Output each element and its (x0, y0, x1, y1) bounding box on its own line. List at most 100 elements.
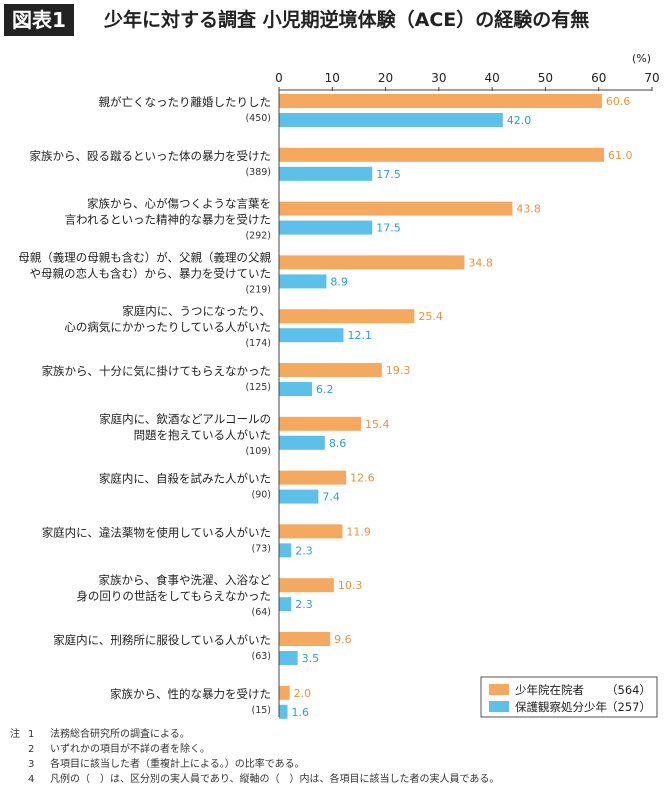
bar-value-label: 9.6 (334, 633, 352, 646)
bar-value-label: 12.1 (347, 329, 372, 342)
legend-swatch (489, 701, 509, 712)
bar (279, 704, 288, 719)
category-count: (63) (251, 651, 271, 662)
category-count: (109) (245, 446, 271, 457)
note-number: 1 (28, 729, 35, 740)
x-tick-label: 10 (325, 71, 340, 85)
bar-value-label: 61.0 (608, 149, 633, 162)
category-label: 家族から、十分に気に掛けてもらえなかった (42, 364, 271, 378)
bar-value-label: 17.5 (376, 222, 401, 235)
bar (279, 328, 344, 343)
legend-swatch (489, 684, 509, 695)
note-text: 各項目に該当した者（重複計上による。）の比率である。 (50, 759, 305, 770)
category-label: 家庭内に、刑務所に服役している人がいた (53, 633, 271, 647)
note-head: 注 (10, 729, 20, 740)
category-label: 家庭内に、飲酒などアルコールの (99, 412, 271, 426)
category-label: 家庭内に、違法薬物を使用している人がいた (42, 525, 271, 539)
header: 図表1 少年に対する調査 小児期逆境体験（ACE）の経験の有無 (0, 0, 670, 40)
bar-value-label: 8.6 (329, 437, 347, 450)
note-text: 凡例の（ ）は、区分別の実人員であり、縦軸の（ ）内は、各項目に該当した者の実人… (50, 774, 500, 785)
category-count: (125) (245, 382, 271, 393)
note-text: 法務総合研究所の調査による。 (50, 729, 190, 740)
category-count: (292) (245, 231, 271, 242)
note-row: 2 いずれかの項目が不詳の者を除く。 (10, 742, 499, 757)
category-label: 身の回りの世話をしてもらえなかった (76, 589, 271, 603)
bar (279, 363, 382, 377)
bar-value-label: 25.4 (418, 310, 443, 323)
category-label: 家族から、性的な暴力を受けた (110, 687, 271, 701)
note-row: 4 凡例の（ ）は、区分別の実人員であり、縦軸の（ ）内は、各項目に該当した者の… (10, 772, 499, 787)
bar (279, 94, 602, 108)
x-tick-label: 0 (275, 71, 283, 85)
bar-value-label: 42.0 (507, 114, 532, 127)
category-label: 家族から、殴る蹴るといった体の暴力を受けた (30, 149, 272, 163)
legend-label: 保護観察処分少年 (515, 700, 607, 714)
bar (279, 255, 465, 270)
axis-unit-label: (%) (632, 52, 652, 65)
category-label: 家庭内に、うつになったり、 (122, 304, 271, 318)
bar (279, 651, 298, 665)
category-count: (389) (245, 167, 271, 178)
category-count: (450) (245, 113, 271, 124)
category-count: (90) (251, 490, 271, 501)
bar (279, 632, 331, 646)
figure-label: 図表1 (4, 4, 74, 36)
bar-value-label: 15.4 (365, 418, 390, 431)
bar-value-label: 2.0 (294, 687, 312, 700)
note-row: 3 各項目に該当した者（重複計上による。）の比率である。 (10, 757, 499, 772)
x-tick-label: 30 (431, 71, 446, 85)
bar-value-label: 11.9 (346, 525, 371, 538)
bar (279, 201, 513, 216)
bar (279, 524, 343, 539)
category-count: (64) (251, 607, 271, 618)
bar (279, 166, 373, 181)
x-tick-label: 20 (378, 71, 393, 85)
category-label: 言われるといった精神的な暴力を受けた (65, 213, 271, 227)
bar-value-label: 10.3 (338, 579, 363, 592)
category-count: (15) (251, 705, 271, 716)
bar-value-label: 7.4 (322, 491, 340, 504)
category-label: 親が亡くなったり離婚したりした (99, 95, 272, 109)
x-tick-label: 70 (644, 71, 659, 85)
legend-count: （257） (606, 700, 651, 714)
bar-value-label: 60.6 (606, 95, 631, 108)
category-label: 心の病気にかかったりしている人がいた (64, 320, 271, 334)
bar (279, 309, 415, 324)
bar-value-label: 12.6 (350, 472, 375, 485)
bar (279, 382, 313, 396)
bar (279, 416, 362, 431)
category-count: (219) (245, 284, 271, 295)
category-label: や母親の恋人も含む）から、暴力を受けていた (30, 266, 272, 280)
x-tick-label: 60 (591, 71, 606, 85)
note-row: 注 1 法務総合研究所の調査による。 (10, 727, 499, 742)
bar (279, 435, 325, 450)
notes: 注 1 法務総合研究所の調査による。 2 いずれかの項目が不詳の者を除く。 3 … (10, 727, 499, 787)
legend-box (480, 676, 658, 718)
note-number: 4 (28, 774, 35, 785)
bar (279, 597, 292, 612)
bar-value-label: 1.6 (292, 706, 310, 719)
bar-value-label: 6.2 (316, 383, 334, 396)
x-tick-label: 50 (538, 71, 553, 85)
bar-value-label: 34.8 (468, 256, 493, 269)
bar-value-label: 2.3 (295, 544, 313, 557)
bar-value-label: 43.8 (516, 203, 541, 216)
category-label: 家族から、食事や洗濯、入浴など (99, 573, 272, 587)
category-label: 家族から、心が傷つくような言葉を (87, 197, 271, 211)
bar-value-label: 2.3 (295, 598, 313, 611)
note-text: いずれかの項目が不詳の者を除く。 (50, 744, 210, 755)
bar-value-label: 17.5 (376, 168, 401, 181)
legend-label: 少年院在院者 (515, 683, 584, 697)
category-count: (174) (245, 338, 271, 349)
bar (279, 274, 327, 289)
bar (279, 470, 347, 485)
category-count: (73) (251, 543, 271, 554)
bar (279, 685, 290, 700)
bar (279, 578, 334, 593)
bar-value-label: 19.3 (386, 364, 411, 377)
bar (279, 113, 503, 127)
bar-value-label: 3.5 (302, 652, 320, 665)
bar (279, 543, 292, 558)
chart-title: 少年に対する調査 小児期逆境体験（ACE）の経験の有無 (104, 9, 590, 31)
